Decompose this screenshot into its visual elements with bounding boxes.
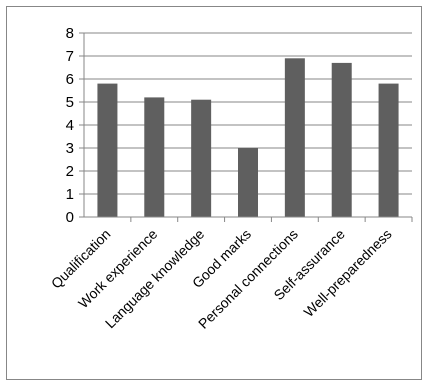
bars <box>97 58 399 218</box>
y-tick-label: 5 <box>66 94 74 111</box>
y-tick-label: 4 <box>66 117 74 134</box>
x-tick-label: Work experience <box>75 226 161 312</box>
bar <box>97 83 118 217</box>
y-tick-label: 0 <box>66 209 74 226</box>
chart-frame <box>6 6 422 380</box>
y-tick-label: 7 <box>66 48 74 65</box>
y-axis: 0 1 2 3 4 5 6 7 8 <box>66 25 85 226</box>
y-tick-label: 6 <box>66 71 74 88</box>
y-tick-label: 8 <box>66 25 74 42</box>
x-tick-label: Well-preparedness <box>300 226 394 320</box>
bar <box>378 83 399 217</box>
bar <box>191 99 212 217</box>
bar <box>331 62 352 218</box>
y-tick-label: 1 <box>66 186 74 203</box>
y-tick-label: 2 <box>66 163 74 180</box>
bar <box>238 148 258 217</box>
y-tick-label: 3 <box>66 140 74 157</box>
bar <box>144 97 165 217</box>
bar <box>284 58 305 217</box>
